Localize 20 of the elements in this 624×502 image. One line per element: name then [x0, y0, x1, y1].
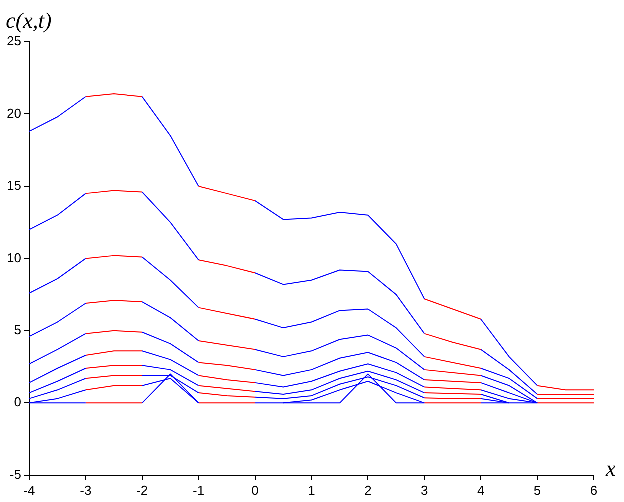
y-tick-label: 0	[14, 394, 22, 410]
y-tick-label: 5	[14, 322, 22, 338]
x-tick-label: 0	[252, 482, 259, 498]
y-tick-label: 10	[6, 250, 22, 266]
x-tick-label: -2	[136, 482, 148, 498]
y-tick-label: 15	[6, 178, 22, 194]
y-tick-label: -5	[10, 466, 22, 482]
x-tick-label: -3	[80, 482, 92, 498]
y-tick-label: 20	[6, 106, 22, 121]
x-tick-label: 2	[364, 482, 372, 498]
y-tick-label: 25	[6, 34, 22, 49]
y-axis-title: c(x,t)	[6, 8, 52, 34]
x-axis-title: x	[606, 456, 616, 482]
x-tick-label: 6	[590, 482, 598, 498]
x-tick-label: 4	[477, 482, 485, 498]
x-tick-label: -1	[193, 482, 205, 498]
x-tick-label: 5	[534, 482, 542, 498]
x-tick-label: 3	[421, 482, 428, 498]
x-tick-label: 1	[308, 482, 316, 498]
x-tick-label: -4	[24, 482, 36, 498]
